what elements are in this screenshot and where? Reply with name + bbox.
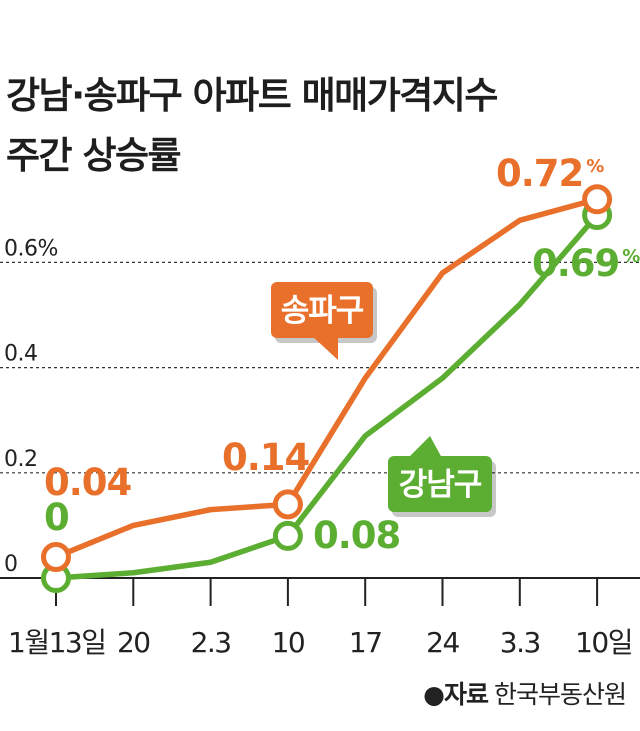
series-line-gangnam	[53, 212, 600, 581]
x-tick-label: 2.3	[191, 626, 231, 659]
data-label: 0	[44, 496, 69, 539]
chart-title-line-2: 주간 상승률	[6, 134, 182, 177]
series-line-songpa	[53, 196, 600, 560]
x-tick-label: 17	[349, 626, 382, 659]
data-point-marker	[272, 520, 303, 551]
callout-box	[388, 456, 492, 512]
data-label-unit: %	[586, 156, 604, 177]
x-axis: 1월13일 20 2.3 10 17 24 3.3 10일	[0, 577, 640, 659]
data-labels: 0.04 0.14 0.72 % 0 0.08 0.69%	[44, 152, 640, 557]
data-point-marker	[582, 184, 613, 215]
data-label: 0.69%	[532, 242, 640, 285]
series-lines	[41, 184, 613, 593]
x-tick-label: 20	[117, 626, 150, 659]
source-credit: ●자료 한국부동산원	[423, 675, 627, 711]
y-tick-label: 0.6%	[4, 236, 58, 261]
y-axis-labels: 0 0.2 0.4 0.6%	[4, 236, 58, 577]
callout-label: 강남구	[399, 467, 482, 503]
chart-title-line-1: 강남·송파구 아파트 매매가격지수	[6, 74, 498, 117]
y-tick-label: 0.2	[4, 447, 38, 472]
callout-pointer	[312, 336, 338, 360]
callout-songpa: 송파구	[271, 282, 377, 360]
callout-box	[271, 282, 373, 338]
callout-label: 송파구	[281, 293, 364, 329]
x-tick-label: 24	[426, 626, 459, 659]
x-tick-label: 1월13일	[8, 626, 105, 659]
data-label: 0.72%	[496, 152, 604, 195]
callout-pointer	[408, 436, 442, 458]
x-tick-label: 10	[272, 626, 305, 659]
y-tick-label: 0.4	[4, 342, 38, 367]
data-point-marker	[272, 489, 303, 520]
source-label: ●자료	[423, 680, 489, 709]
data-label: 0.04	[44, 461, 132, 504]
chart-title: 강남·송파구 아파트 매매가격지수 주간 상승률	[6, 66, 498, 186]
y-tick-label: 0	[4, 552, 18, 577]
source-name: 한국부동산원	[493, 680, 627, 709]
data-label: 0.14	[222, 436, 310, 479]
callout-gangnam: 강남구	[388, 436, 496, 517]
data-label: 0.08	[313, 514, 400, 557]
grid-lines	[0, 261, 640, 474]
x-tick-label: 3.3	[500, 626, 540, 659]
x-tick-label: 10일	[575, 626, 632, 659]
data-label-unit: %	[622, 246, 640, 267]
data-point-marker	[41, 541, 71, 572]
